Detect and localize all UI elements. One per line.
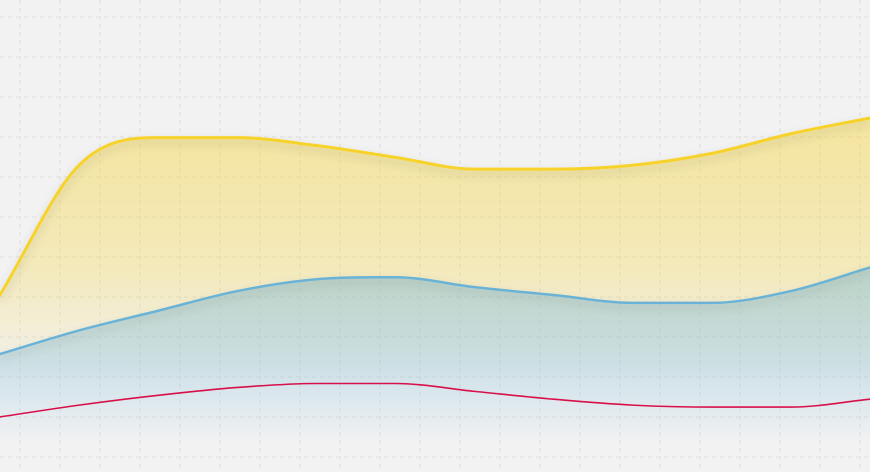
- series-lines: [0, 116, 870, 418]
- series-1-line: [0, 266, 870, 356]
- series-0-line: [0, 116, 870, 297]
- area-fills: [0, 118, 870, 444]
- series-1-area: [0, 267, 870, 444]
- series-2-line: [0, 382, 870, 418]
